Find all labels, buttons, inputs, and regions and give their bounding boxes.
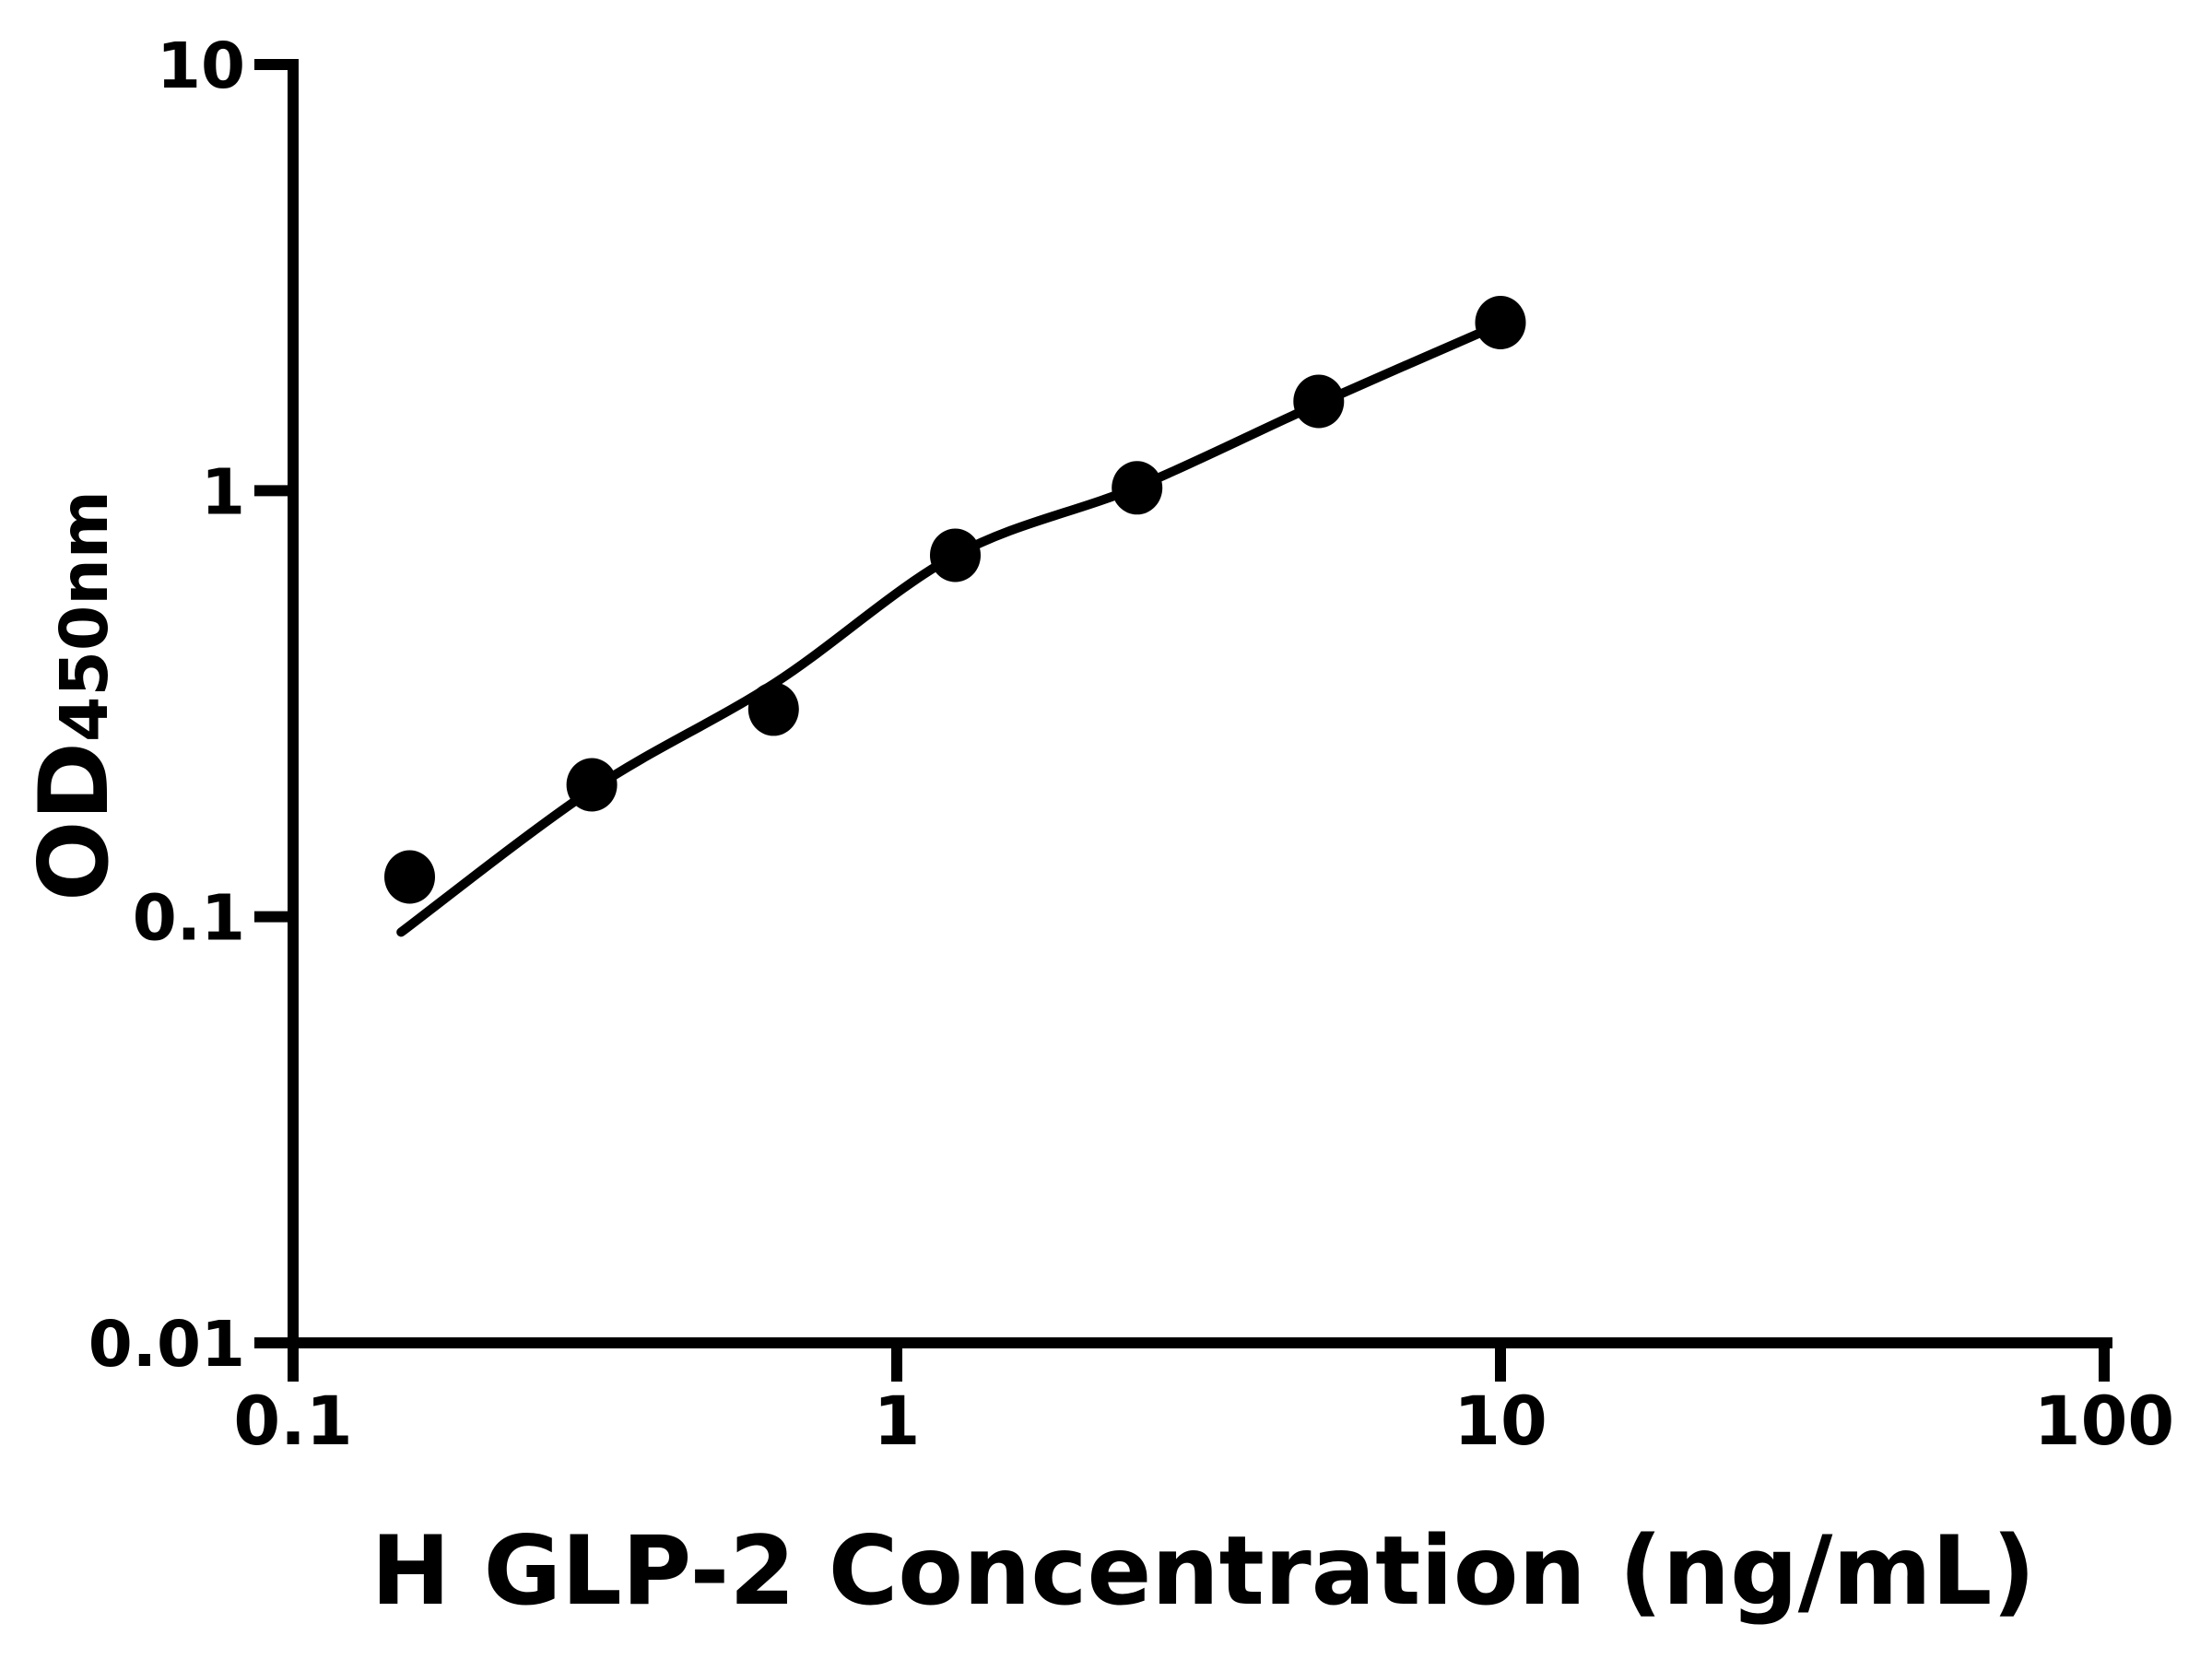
y-tick-label: 10 <box>157 29 245 103</box>
y-axis-title-main: OD <box>19 742 130 901</box>
x-tick-label: 100 <box>2034 1382 2174 1461</box>
data-point-marker <box>1112 461 1163 515</box>
y-tick-label: 0.01 <box>88 1308 245 1382</box>
data-point-marker <box>747 682 799 736</box>
data-points <box>384 296 1526 904</box>
data-point-marker <box>566 758 618 812</box>
x-tick-label: 1 <box>874 1382 921 1461</box>
axis-ticks <box>254 59 2110 1382</box>
axes <box>288 59 2112 1348</box>
data-point-marker <box>1475 296 1526 349</box>
x-axis-title: H GLP-2 Concentration (ng/mL) <box>371 1516 2036 1627</box>
y-tick-label: 1 <box>201 455 245 529</box>
y-tick-label: 0.1 <box>133 882 245 956</box>
y-axis-title: OD450nm <box>19 490 130 901</box>
data-point-marker <box>384 850 435 904</box>
data-point-marker <box>1293 374 1345 429</box>
x-tick-label: 10 <box>1453 1382 1547 1461</box>
y-axis-title-subscript: 450nm <box>46 490 123 742</box>
x-tick-label: 0.1 <box>233 1382 352 1461</box>
data-point-marker <box>930 528 981 582</box>
